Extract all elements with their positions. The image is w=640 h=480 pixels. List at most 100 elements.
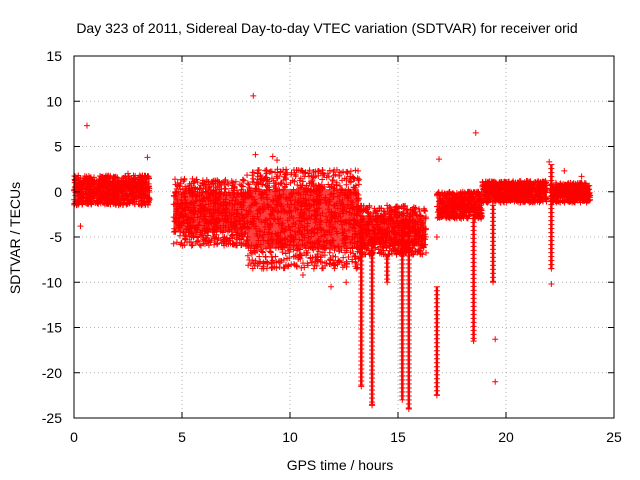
data-point [329,176,336,183]
data-point [253,179,260,186]
data-point [306,173,313,180]
data-point [306,180,313,187]
y-tick-label: 0 [54,184,62,200]
data-point [256,258,263,265]
data-point [330,260,337,267]
data-point [423,249,430,256]
data-band [356,202,430,259]
data-point [352,259,359,266]
data-spike [384,254,391,283]
data-point [343,181,350,188]
data-point [341,175,348,182]
data-point [310,183,317,190]
data-band-core [551,186,591,199]
data-point [211,241,218,248]
data-band [170,175,250,249]
data-point [290,253,297,260]
data-point [249,169,256,176]
outlier-point [144,154,151,161]
data-point [216,186,223,193]
data-point [192,185,199,192]
data-point [112,200,119,207]
data-point [347,249,354,256]
data-point [417,250,424,257]
x-tick-label: 25 [606,429,622,445]
data-point [331,167,338,174]
outlier-point [343,279,350,286]
data-point [358,383,365,390]
data-spike [369,245,376,405]
outlier-point [274,157,281,164]
data-spike [470,213,477,342]
data-point [206,184,213,191]
data-point [174,179,181,186]
data-point [490,279,497,286]
data-point [268,259,275,266]
outlier-point [561,167,568,174]
outlier-point [546,158,553,165]
data-band [548,179,594,206]
data-point [194,238,201,245]
y-tick-label: 15 [46,48,62,64]
y-axis-label: SDTVAR / TECUs [7,182,23,294]
data-point [199,180,206,187]
data-point [176,232,183,239]
data-point [354,264,361,271]
data-point [75,198,82,205]
data-point [223,234,230,241]
data-point [181,176,188,183]
data-point [233,231,240,238]
data-point [276,264,283,271]
outlier-point [436,156,443,163]
y-tick-label: -15 [42,320,62,336]
data-point [240,176,247,183]
data-point [173,239,180,246]
data-point [282,171,289,178]
data-point [254,170,261,177]
data-point [188,242,195,249]
data-point [262,253,269,260]
data-point [258,181,265,188]
y-tick-label: 5 [54,139,62,155]
data-point [416,206,423,213]
data-point [230,179,237,186]
outlier-point [252,151,259,158]
data-point [256,167,263,174]
data-point [347,168,354,175]
data-point [241,177,248,184]
data-point [238,236,245,243]
data-point [433,392,440,399]
outlier-point [369,402,376,409]
data-point [238,242,245,249]
data-point [267,248,274,255]
data-point [268,253,275,260]
data-point [259,249,266,256]
data-point [318,265,325,272]
data-point [266,178,273,185]
data-point [340,169,347,176]
data-point [84,200,91,207]
data-point [307,255,314,262]
data-point [314,257,321,264]
data-point [176,183,183,190]
data-point [225,240,232,247]
data-point [138,202,145,209]
data-point [292,171,299,178]
data-point [275,258,282,265]
data-point [297,252,304,259]
data-band [244,166,363,272]
data-point [244,180,251,187]
data-point [314,258,321,265]
data-point [236,181,243,188]
data-point [355,181,362,188]
data-point [228,178,235,185]
data-point [258,265,265,272]
outlier-point [250,92,257,99]
data-point [250,259,257,266]
data-point [336,258,343,265]
data-point [299,167,306,174]
x-tick-label: 20 [498,429,514,445]
data-point [326,261,333,268]
data-point [273,264,280,271]
data-point [304,262,311,269]
